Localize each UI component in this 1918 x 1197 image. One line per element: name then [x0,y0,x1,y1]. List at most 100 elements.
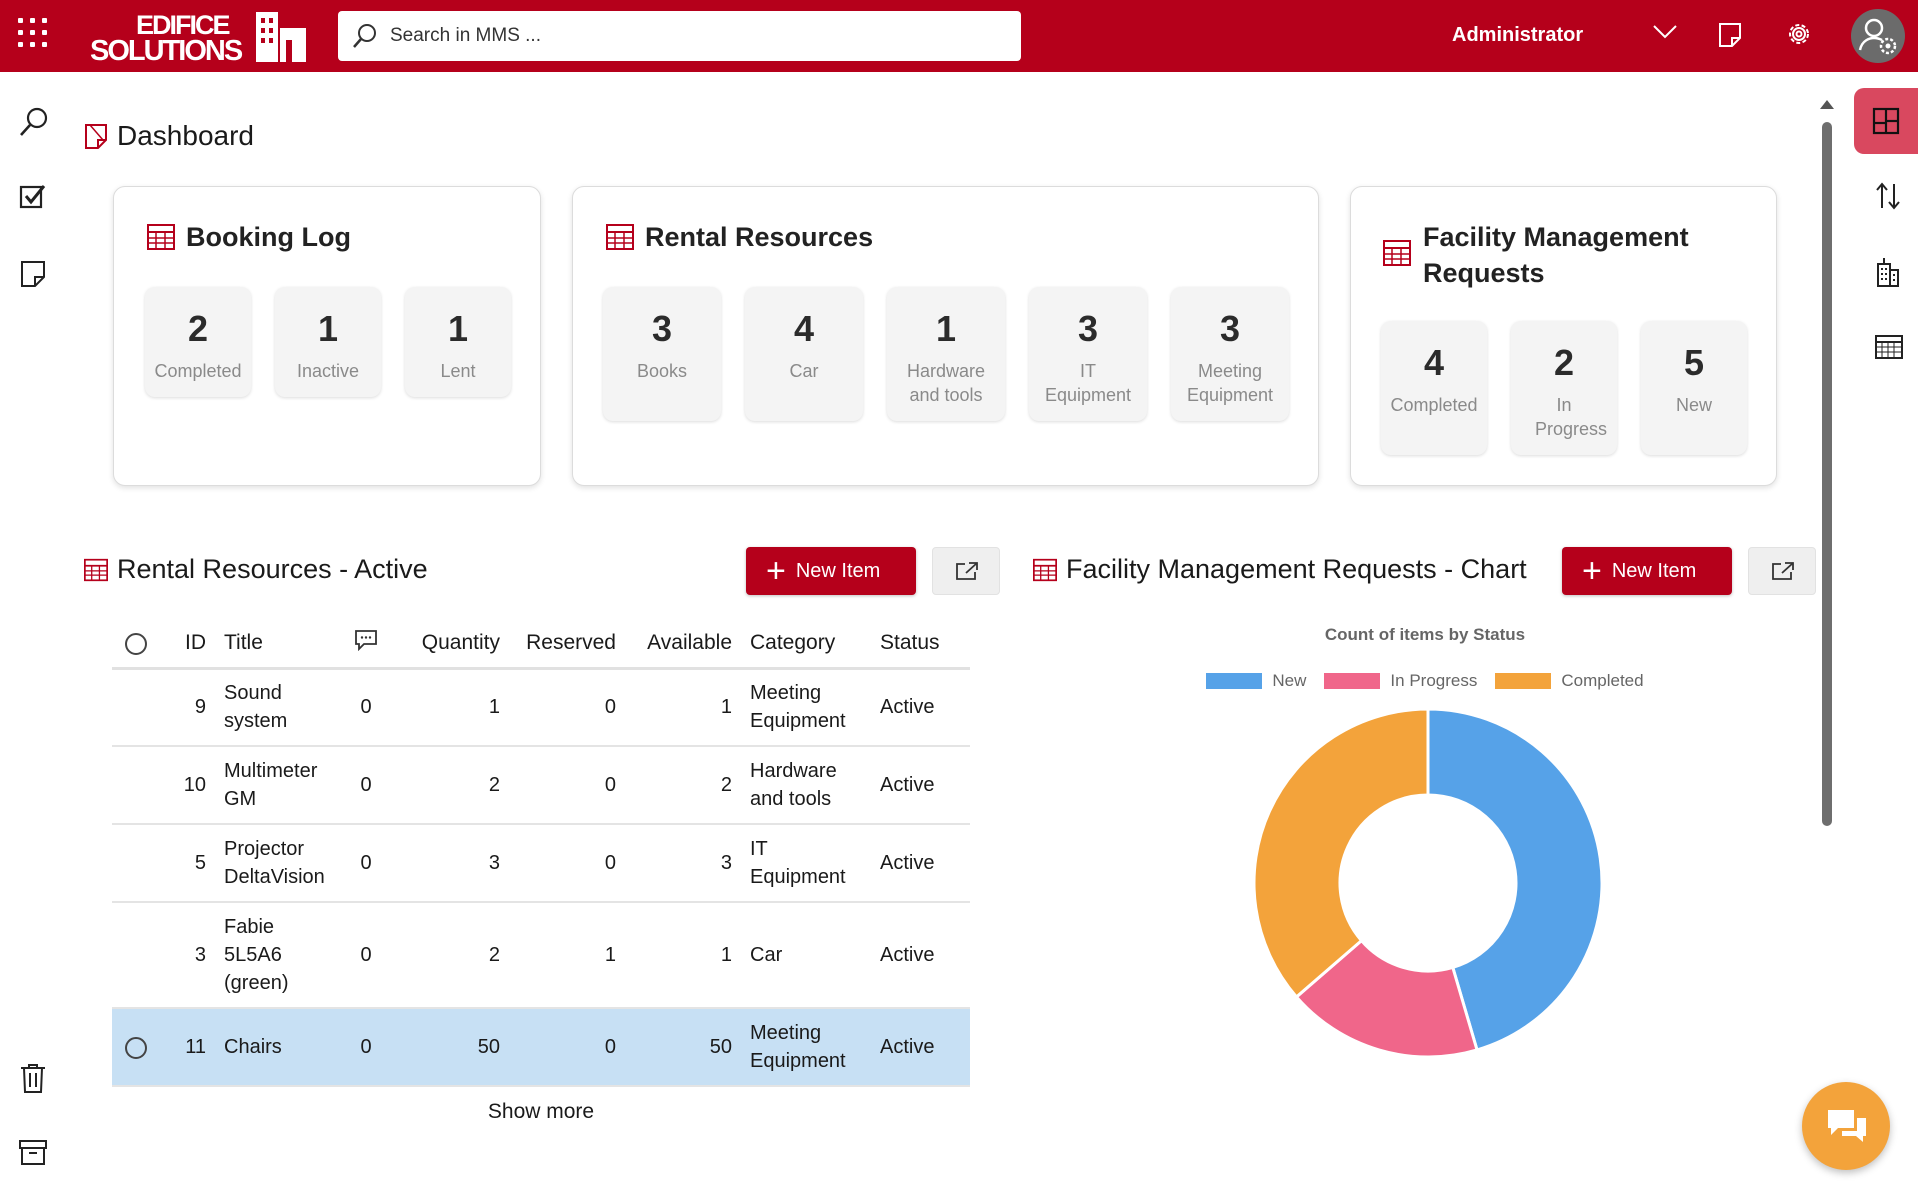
chevron-down-icon[interactable] [1652,24,1678,40]
cell-title[interactable]: Projector DeltaVision [210,824,338,903]
tile-meeting-equipment[interactable]: 3 Meeting Equipment [1171,287,1289,421]
user-settings-icon[interactable] [1850,8,1906,64]
chart-legend: New In Progress Completed [1030,671,1820,691]
column-header-available[interactable]: Available [620,620,736,670]
top-bar: EDIFICE SOLUTIONS Administrator [0,0,1918,72]
gear-icon[interactable] [1785,20,1813,48]
svg-text:EDIFICE: EDIFICE [136,10,230,40]
app-launcher-icon[interactable] [18,18,48,48]
cell-reserved: 0 [504,824,620,903]
cell-reserved: 0 [504,1008,620,1087]
doughnut-svg [1252,707,1604,1059]
column-header-title[interactable]: Title [210,620,338,670]
column-header-quantity[interactable]: Quantity [394,620,504,670]
select-all-radio[interactable] [125,632,147,655]
note-icon[interactable] [1718,22,1742,48]
dashboard-tab[interactable] [1854,88,1918,154]
row-select[interactable] [112,1008,160,1087]
calendar-icon[interactable] [1874,334,1904,360]
tile-completed[interactable]: 4 Completed [1381,321,1487,455]
open-in-new-button[interactable] [1748,547,1816,595]
tile-car[interactable]: 4 Car [745,287,863,421]
building-icon[interactable] [1874,256,1902,288]
page-title: Dashboard [117,120,254,151]
chat-icon [1828,1110,1866,1142]
row-select[interactable] [112,824,160,903]
column-header-category[interactable]: Category [736,620,866,670]
cell-id: 11 [160,1008,210,1087]
select-all-header[interactable] [112,620,160,670]
cell-comments: 0 [338,1008,394,1087]
tile-inactive[interactable]: 1 Inactive [275,287,381,397]
dashboard-page-icon [85,124,107,149]
tile-new[interactable]: 5 New [1641,321,1747,455]
cell-category: Car [736,902,866,1009]
comment-icon [355,630,377,652]
open-in-new-button[interactable] [932,547,1000,595]
legend-item[interactable]: New [1206,671,1306,691]
plus-icon: + [1582,552,1602,590]
tile-label: Completed [1390,395,1478,415]
tile-books[interactable]: 3 Books [603,287,721,421]
doughnut-slice-completed[interactable] [1252,707,1430,1000]
cell-category: IT Equipment [736,824,866,903]
checkbox-icon[interactable] [18,182,48,212]
search-box[interactable] [338,11,1021,61]
tile-value: 3 [651,308,673,349]
chat-button[interactable] [1802,1082,1890,1170]
new-item-button[interactable]: + New Item [746,547,916,595]
tile-in-progress[interactable]: 2 In Progress [1511,321,1617,455]
trash-icon[interactable] [18,1062,48,1094]
row-select[interactable] [112,746,160,825]
tile-it-equipment[interactable]: 3 IT Equipment [1029,287,1147,421]
table-row-selected[interactable]: 11 Chairs 0 50 0 50 Meeting Equipment Ac… [112,1008,970,1087]
column-header-comments[interactable] [338,620,394,670]
tile-value: 5 [1683,342,1705,383]
cell-comments: 0 [338,746,394,825]
company-logo[interactable]: EDIFICE SOLUTIONS [88,8,310,64]
cell-available: 50 [620,1008,736,1087]
cell-reserved: 0 [504,668,620,747]
archive-icon[interactable] [18,1138,48,1166]
column-header-status[interactable]: Status [866,620,970,670]
table-row[interactable]: 9 Sound system 0 1 0 1 Meeting Equipment… [112,668,970,747]
scroll-up-arrow[interactable] [1820,100,1834,109]
cell-title[interactable]: Sound system [210,668,338,747]
table-row[interactable]: 10 Multimeter GM 0 2 0 2 Hardware and to… [112,746,970,825]
cell-status: Active [866,1008,970,1087]
row-select[interactable] [112,902,160,1009]
cell-title[interactable]: Chairs [210,1008,338,1087]
legend-item[interactable]: In Progress [1324,671,1477,691]
row-select[interactable] [112,668,160,747]
new-item-button[interactable]: + New Item [1562,547,1732,595]
user-name[interactable]: Administrator [1452,24,1584,46]
tile-value: 4 [1423,342,1445,383]
show-more-link[interactable]: Show more [487,1100,595,1123]
tile-lent[interactable]: 1 Lent [405,287,511,397]
doughnut-slice-in-progress[interactable] [1294,938,1479,1059]
tile-hardware-and-tools[interactable]: 1 Hardware and tools [887,287,1005,421]
row-select-radio[interactable] [125,1036,147,1059]
right-rail [1850,72,1918,1197]
legend-label: Completed [1561,671,1644,690]
cell-status: Active [866,668,970,747]
search-icon[interactable] [18,106,50,138]
column-header-id[interactable]: ID [160,620,210,670]
scrollbar-thumb[interactable] [1822,122,1832,826]
cell-title[interactable]: Fabie 5L5A6 (green) [210,902,338,1009]
note-icon[interactable] [18,258,48,288]
tile-label: Lent [440,361,476,381]
legend-item[interactable]: Completed [1495,671,1644,691]
cell-available: 1 [620,668,736,747]
table-row[interactable]: 3 Fabie 5L5A6 (green) 0 2 1 1 Car Active [112,902,970,1009]
cell-title[interactable]: Multimeter GM [210,746,338,825]
table-row[interactable]: 5 Projector DeltaVision 0 3 0 3 IT Equip… [112,824,970,903]
column-header-reserved[interactable]: Reserved [504,620,620,670]
tile-completed[interactable]: 2 Completed [145,287,251,397]
cell-category: Hardware and tools [736,746,866,825]
search-input[interactable] [390,11,1000,61]
cell-available: 2 [620,746,736,825]
doughnut-slice-new[interactable] [1426,707,1604,1052]
cell-quantity: 1 [394,668,504,747]
sort-icon[interactable] [1874,180,1902,212]
